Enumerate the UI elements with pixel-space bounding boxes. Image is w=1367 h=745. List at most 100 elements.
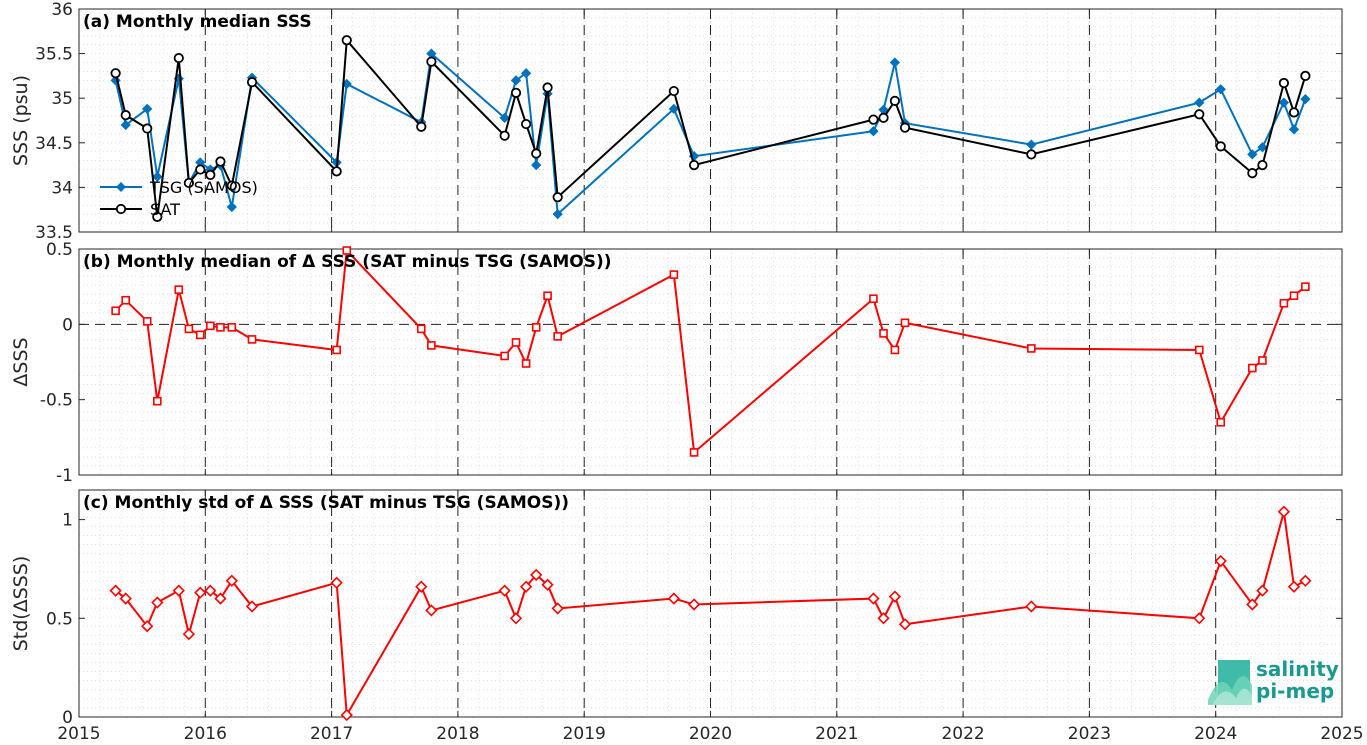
data-point bbox=[226, 180, 237, 191]
data-point bbox=[520, 68, 532, 79]
data-point bbox=[531, 148, 542, 159]
y-axis-label: ΔSSS bbox=[10, 337, 32, 386]
data-point bbox=[552, 192, 563, 203]
data-point bbox=[1278, 97, 1290, 108]
x-tick-label: 2023 bbox=[1068, 724, 1111, 744]
data-point bbox=[553, 332, 562, 341]
data-point bbox=[246, 77, 258, 88]
y-tick-label: 35 bbox=[51, 89, 73, 109]
x-tick-label: 2016 bbox=[184, 724, 227, 744]
data-point bbox=[1247, 168, 1258, 179]
panel-a-monthly-median-sss: 33.5 34 34.5 35 35.5 36 SSS (psu) TSG (SAMOS) SA… bbox=[10, 0, 1343, 243]
data-point bbox=[121, 295, 131, 305]
data-point bbox=[543, 291, 552, 301]
data-point bbox=[247, 335, 257, 344]
data-point bbox=[427, 341, 436, 350]
data-point bbox=[206, 321, 215, 331]
legend-label: SAT bbox=[150, 200, 180, 219]
y-tick-label: 0.5 bbox=[46, 609, 73, 629]
data-point bbox=[889, 57, 901, 68]
data-point bbox=[878, 112, 889, 123]
series-delta-sss bbox=[111, 246, 1310, 457]
data-point bbox=[214, 592, 227, 605]
data-point bbox=[173, 52, 184, 64]
data-point bbox=[195, 330, 205, 340]
data-point bbox=[172, 584, 185, 597]
data-point bbox=[153, 396, 162, 406]
data-point bbox=[109, 584, 122, 597]
data-point bbox=[667, 592, 681, 605]
data-point bbox=[1193, 612, 1206, 625]
data-point bbox=[204, 584, 217, 597]
data-point bbox=[689, 448, 699, 457]
data-point bbox=[1287, 580, 1301, 593]
data-point bbox=[510, 75, 522, 86]
data-point bbox=[899, 122, 911, 133]
panel-title: (b) Monthly median of Δ SSS (SAT minus T… bbox=[83, 252, 612, 272]
data-point bbox=[868, 114, 879, 125]
data-point bbox=[1214, 554, 1227, 568]
data-point bbox=[500, 351, 509, 361]
panel-b-monthly-median-delta-sss: -1 -0.5 0 0.5 ΔSSS (b) Monthly median of Δ SS… bbox=[10, 240, 1343, 486]
data-point bbox=[110, 68, 121, 79]
data-point bbox=[542, 82, 553, 93]
data-point bbox=[141, 620, 154, 633]
data-point bbox=[1216, 417, 1226, 427]
data-point bbox=[216, 323, 225, 332]
data-point bbox=[425, 604, 438, 617]
y-tick-label: 0 bbox=[62, 708, 73, 728]
y-tick-label: -0.5 bbox=[40, 391, 73, 411]
x-tick-label: 2025 bbox=[1320, 724, 1363, 744]
data-point bbox=[142, 123, 153, 134]
panel-c-monthly-std-delta-sss: 0 0.5 1 2015 2016 2017 2018 2019 2020 2021 2022 202… bbox=[10, 489, 1364, 744]
data-point bbox=[552, 209, 563, 220]
legend-label: TSG (SAMOS) bbox=[149, 178, 258, 197]
data-point bbox=[541, 578, 554, 591]
data-point bbox=[119, 592, 132, 605]
data-point bbox=[142, 317, 152, 326]
data-point bbox=[521, 118, 532, 130]
data-point bbox=[332, 345, 341, 355]
x-tick-label: 2021 bbox=[815, 724, 858, 744]
y-tick-label: 35.5 bbox=[35, 45, 73, 65]
data-point bbox=[1288, 124, 1300, 135]
x-tick-label: 2018 bbox=[436, 724, 479, 744]
y-tick-label: 0.5 bbox=[46, 240, 73, 260]
data-point bbox=[416, 324, 426, 334]
data-point bbox=[1194, 109, 1205, 120]
data-point bbox=[688, 160, 700, 171]
data-point bbox=[888, 590, 902, 603]
data-point bbox=[511, 338, 521, 347]
y-tick-label: -1 bbox=[56, 466, 73, 486]
data-point bbox=[152, 211, 163, 222]
data-point bbox=[1300, 93, 1311, 105]
y-tick-label: 0 bbox=[62, 315, 73, 335]
data-point bbox=[1258, 356, 1267, 365]
data-point bbox=[341, 35, 352, 46]
data-point bbox=[868, 126, 879, 137]
data-point bbox=[215, 156, 226, 167]
data-point bbox=[530, 568, 543, 582]
data-point bbox=[183, 177, 194, 189]
data-point bbox=[510, 87, 522, 98]
legend-marker bbox=[116, 182, 126, 192]
panel-title: (a) Monthly median SSS bbox=[83, 12, 312, 32]
data-point bbox=[1301, 282, 1310, 291]
data-point bbox=[521, 359, 531, 368]
data-point bbox=[687, 598, 701, 611]
data-point bbox=[194, 586, 207, 599]
grid bbox=[78, 8, 1343, 233]
data-point bbox=[499, 112, 510, 123]
data-point bbox=[111, 306, 120, 316]
logo-text-pi-mep: pi-mep bbox=[1256, 679, 1334, 703]
y-tick-label: 34.5 bbox=[35, 134, 73, 154]
y-axis-label: Std(ΔSSS) bbox=[10, 556, 32, 652]
data-point bbox=[900, 318, 910, 328]
data-point bbox=[416, 121, 427, 132]
data-point bbox=[1300, 70, 1311, 82]
x-tick-label: 2024 bbox=[1194, 724, 1237, 744]
data-point bbox=[182, 627, 196, 641]
data-point bbox=[668, 85, 679, 97]
salinity-pi-mep-logo: salinity pi-mep bbox=[1208, 657, 1339, 705]
data-point bbox=[415, 580, 428, 593]
